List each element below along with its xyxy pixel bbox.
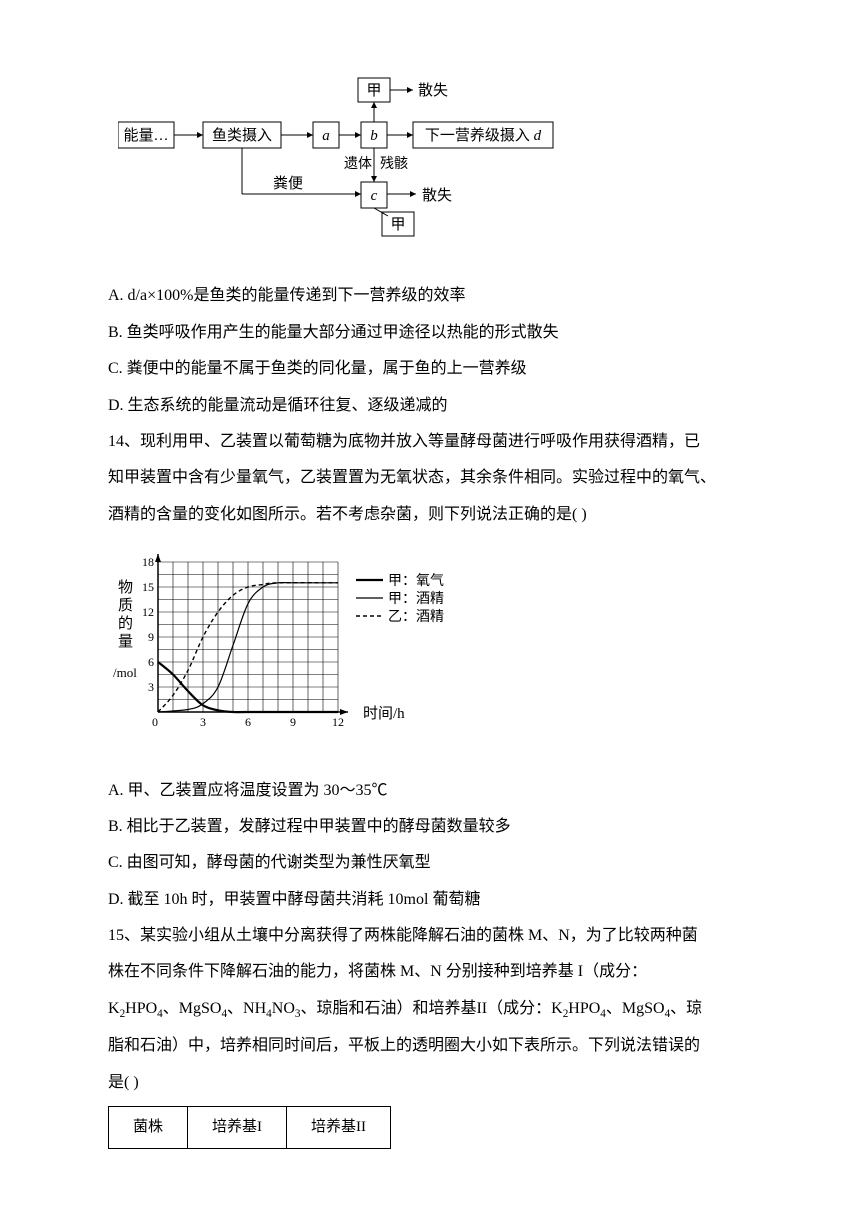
svg-text:粪便: 粪便 [273,175,303,192]
svg-text:能量…: 能量… [123,127,168,144]
svg-text:15: 15 [142,580,154,594]
q13-option-b: B. 鱼类呼吸作用产生的能量大部分通过甲途径以热能的形式散失 [108,318,765,348]
svg-text:9: 9 [290,715,296,729]
svg-text:9: 9 [148,630,154,644]
svg-text:6: 6 [245,715,251,729]
svg-text:0: 0 [152,715,158,729]
diagram-svg: 甲 散失 能量… 鱼类摄入 a b 下一营养级摄入 d 遗体 残骸 [118,70,598,250]
svg-text:散失: 散失 [422,187,452,204]
svg-text:质: 质 [118,597,133,614]
svg-text:乙：酒精: 乙：酒精 [388,609,444,625]
svg-text:的: 的 [118,615,133,632]
q14-line2: 知甲装置中含有少量氧气，乙装置置为无氧状态，其余条件相同。实验过程中的氧气、 [108,463,765,493]
chart-svg: 物 质 的 量 /mol 3 6 9 12 15 18 3 6 9 12 0 时间/h 甲：氧气… [108,542,478,752]
svg-text:c: c [371,188,378,204]
svg-text:残骸: 残骸 [380,156,408,172]
q15-line2: 株在不同条件下降解石油的能力，将菌株 M、N 分别接种到培养基 I（成分： [108,957,765,987]
svg-text:a: a [322,128,330,144]
svg-text:b: b [370,128,378,144]
svg-text:量: 量 [118,634,133,650]
q13-option-d: D. 生态系统的能量流动是循环往复、逐级递减的 [108,391,765,421]
q15-line3: K2HPO4、MgSO4、NH4NO3、琼脂和石油）和培养基II（成分：K2HP… [108,994,765,1025]
q14-option-a: A. 甲、乙装置应将温度设置为 30～35℃ [108,776,765,806]
q15-line4: 脂和石油）中，培养相同时间后，平板上的透明圈大小如下表所示。下列说法错误的 [108,1031,765,1061]
svg-text:/mol: /mol [113,665,137,680]
svg-text:散失: 散失 [418,82,448,99]
table-header-medium2: 培养基II [287,1107,391,1149]
q15-line1: 15、某实验小组从土壤中分离获得了两株能降解石油的菌株 M、N，为了比较两种菌 [108,921,765,951]
q14-option-b: B. 相比于乙装置，发酵过程中甲装置中的酵母菌数量较多 [108,812,765,842]
svg-text:甲：氧气: 甲：氧气 [388,573,444,589]
svg-text:6: 6 [148,655,154,669]
q13-option-c: C. 粪便中的能量不属于鱼类的同化量，属于鱼的上一营养级 [108,354,765,384]
svg-text:12: 12 [332,715,344,729]
svg-text:下一营养级摄入 d: 下一营养级摄入 d [425,127,542,144]
svg-text:18: 18 [142,555,154,569]
q14-line3: 酒精的含量的变化如图所示。若不考虑杂菌，则下列说法正确的是( ) [108,500,765,530]
svg-text:3: 3 [200,715,206,729]
svg-text:甲: 甲 [390,217,405,233]
q14-line1: 14、现利用甲、乙装置以葡萄糖为底物并放入等量酵母菌进行呼吸作用获得酒精，已 [108,427,765,457]
table-header-strain: 菌株 [109,1107,188,1149]
table-header-medium1: 培养基I [188,1107,287,1149]
svg-text:时间/h: 时间/h [363,705,405,722]
q15-line5: 是( ) [108,1068,765,1098]
q14-option-d: D. 截至 10h 时，甲装置中酵母菌共消耗 10mol 葡萄糖 [108,885,765,915]
svg-text:物: 物 [118,579,133,596]
yeast-chart: 物 质 的 量 /mol 3 6 9 12 15 18 3 6 9 12 0 时间/h 甲：氧气… [108,542,765,763]
svg-text:甲: 甲 [366,83,381,99]
svg-text:3: 3 [148,680,154,694]
q15-table: 菌株 培养基I 培养基II [108,1106,391,1149]
q14-option-c: C. 由图可知，酵母菌的代谢类型为兼性厌氧型 [108,848,765,878]
svg-text:鱼类摄入: 鱼类摄入 [212,126,272,144]
svg-text:遗体: 遗体 [344,156,372,172]
q13-option-a: A. d/a×100%是鱼类的能量传递到下一营养级的效率 [108,281,765,311]
energy-flow-diagram: 甲 散失 能量… 鱼类摄入 a b 下一营养级摄入 d 遗体 残骸 [118,70,765,261]
svg-text:12: 12 [142,605,154,619]
svg-text:甲：酒精: 甲：酒精 [388,591,444,607]
